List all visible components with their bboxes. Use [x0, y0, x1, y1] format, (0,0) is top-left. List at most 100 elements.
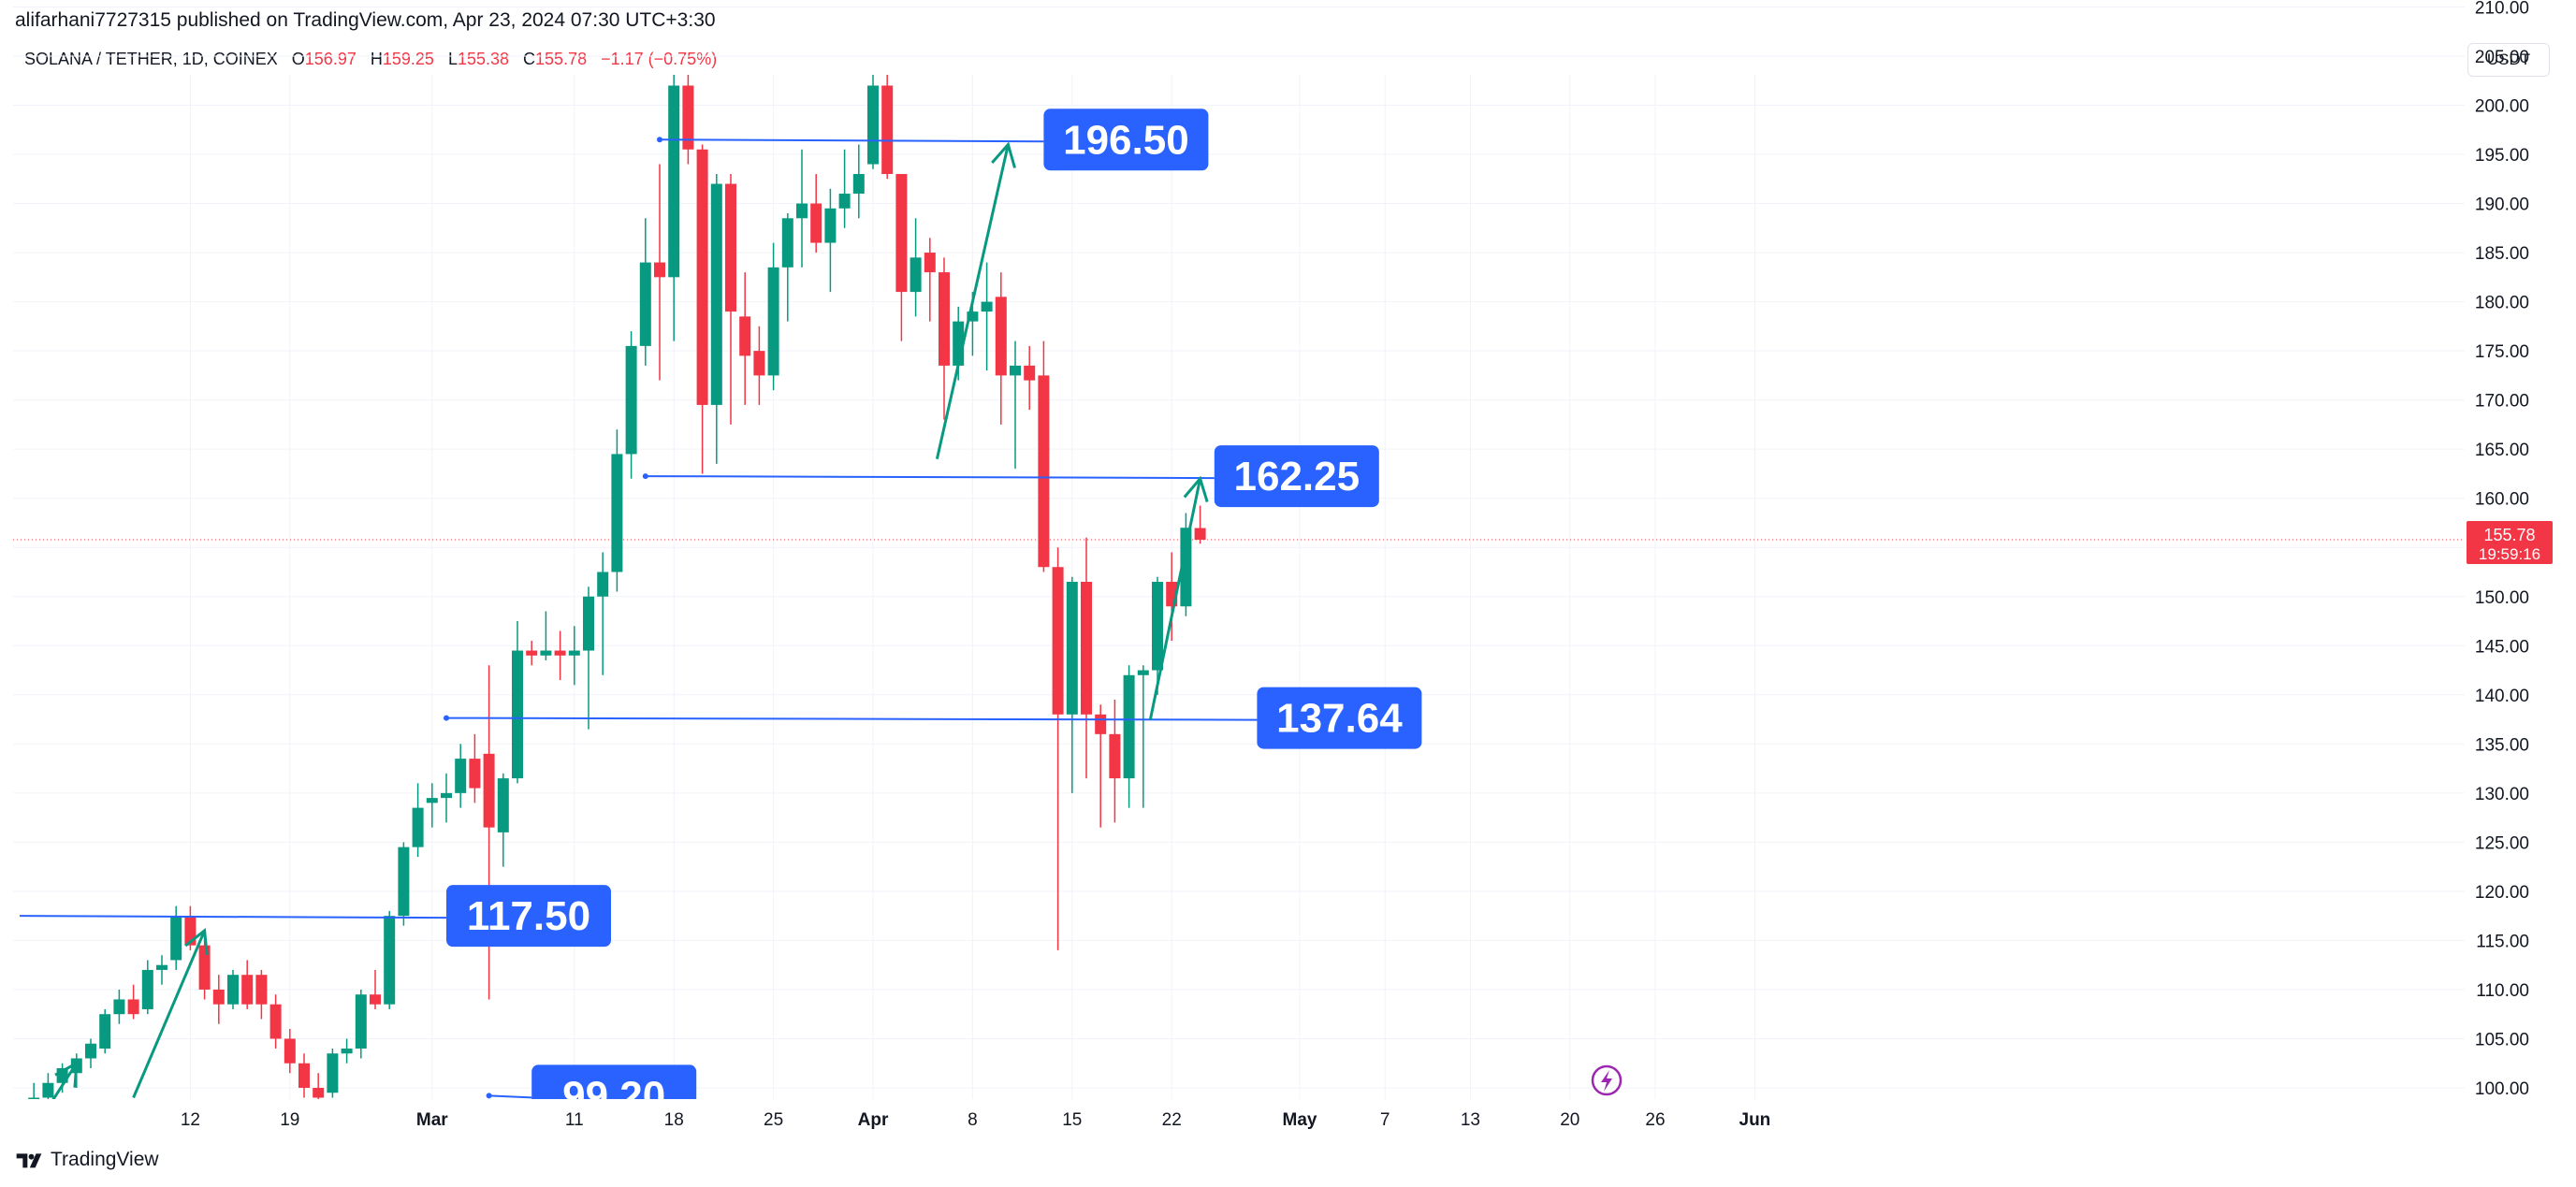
low-value: 155.38: [457, 50, 510, 68]
candle-down: [284, 1028, 296, 1074]
level-label-box[interactable]: [531, 1064, 697, 1126]
candle-up: [781, 213, 793, 322]
candle-body: [568, 650, 580, 656]
candle-up: [113, 989, 125, 1024]
candle-down: [313, 1073, 325, 1099]
candle-body: [881, 85, 894, 175]
candle-down: [939, 257, 950, 420]
price-tick-label: 125.00: [2475, 833, 2529, 853]
level-line[interactable]: [488, 1094, 532, 1099]
candle-body: [1180, 528, 1192, 607]
trend-arrow[interactable]: [132, 928, 209, 1099]
level-label-text: 117.50: [467, 893, 590, 939]
candle-up: [227, 969, 239, 1009]
price-tick-label: 190.00: [2475, 195, 2529, 215]
level-label[interactable]: 117.50: [446, 885, 611, 948]
candle-up: [85, 1038, 96, 1068]
trend-arrow[interactable]: [1148, 475, 1209, 720]
candle-body: [384, 916, 396, 1005]
level-label[interactable]: 99.20: [531, 1064, 697, 1126]
candle-down: [1081, 537, 1092, 779]
candle-up: [426, 783, 438, 828]
candle-body: [1038, 375, 1050, 568]
candle-down: [241, 960, 254, 1009]
candle-body: [1095, 714, 1107, 734]
candle-body: [42, 1082, 54, 1098]
level-line[interactable]: [659, 138, 1044, 143]
candle-up: [1010, 340, 1021, 470]
level-label[interactable]: 137.64: [1257, 687, 1422, 749]
trend-arrows[interactable]: [48, 141, 1209, 1107]
level-label-text: 137.64: [1276, 696, 1403, 742]
candle-body: [512, 650, 523, 779]
level-label[interactable]: 196.50: [1043, 109, 1209, 171]
level-lines[interactable]: [19, 137, 1258, 1099]
level-anchor-dot: [642, 473, 648, 480]
candle-body: [753, 351, 765, 376]
level-label-box[interactable]: [1214, 445, 1379, 508]
level-label-box[interactable]: [1257, 687, 1422, 749]
time-tick-label: 18: [664, 1110, 684, 1130]
level-line[interactable]: [445, 717, 1258, 721]
candle-up: [540, 611, 552, 661]
candle-body: [895, 174, 908, 293]
arrow-head: [184, 928, 209, 955]
candle-body: [838, 194, 851, 209]
price-tick-label: 115.00: [2476, 932, 2529, 951]
plot-area[interactable]: 196.50 162.25 137.64 117.50 99.20: [13, 7, 2465, 1126]
candle-down: [895, 174, 908, 341]
candle-down: [1038, 340, 1050, 572]
tradingview-brand: TradingView: [51, 1149, 159, 1170]
currency-button[interactable]: USDT: [2467, 43, 2550, 77]
level-line[interactable]: [19, 915, 447, 919]
candle-down: [924, 238, 936, 322]
candle-body: [483, 753, 495, 828]
candles: [28, 75, 1206, 1099]
candle-down: [255, 969, 268, 1020]
candle-body: [696, 149, 708, 405]
candle-down: [212, 975, 225, 1024]
candle-body: [796, 203, 808, 219]
candle-body: [583, 596, 594, 651]
level-label-box[interactable]: [446, 885, 611, 948]
candle-up: [1066, 576, 1078, 793]
time-tick-label: May: [1283, 1110, 1317, 1130]
candle-up: [1180, 513, 1192, 616]
trend-arrow[interactable]: [48, 1061, 79, 1107]
candle-body: [1066, 581, 1078, 715]
price-tick-label: 185.00: [2475, 244, 2529, 264]
trend-arrow[interactable]: [935, 141, 1016, 460]
level-line[interactable]: [645, 475, 1215, 480]
time-axis[interactable]: 12 19 Mar 11 18 25 Apr 8 15 22 May 7 13 20 26 Jun: [181, 1110, 1770, 1130]
time-tick-label: 25: [764, 1110, 783, 1130]
candle-up: [341, 1038, 353, 1064]
symbol-name[interactable]: SOLANA / TETHER, 1D, COINEX: [24, 50, 278, 68]
level-anchor-dot: [444, 715, 449, 721]
candle-down: [127, 984, 139, 1020]
candle-body: [852, 174, 865, 195]
level-label-box[interactable]: [1043, 109, 1209, 171]
candle-body: [113, 999, 125, 1015]
candle-body: [910, 257, 922, 293]
candle-body: [284, 1038, 296, 1064]
candle-up: [1152, 576, 1163, 695]
time-tick-label: Jun: [1739, 1110, 1771, 1130]
high-value: 159.25: [382, 50, 434, 68]
high-label: H: [370, 50, 383, 68]
candle-down: [1194, 505, 1206, 544]
candle-body: [1194, 528, 1206, 541]
candle-body: [1081, 581, 1092, 715]
level-labels[interactable]: 196.50 162.25 137.64 117.50 99.20: [446, 109, 1422, 1126]
time-tick-label: 19: [280, 1110, 299, 1130]
candle-body: [156, 964, 167, 970]
open-value: 156.97: [304, 50, 357, 68]
candle-body: [341, 1048, 353, 1054]
level-anchor-dot: [657, 137, 662, 143]
price-axis[interactable]: 215.00210.00205.00200.00195.00190.00185.…: [2475, 0, 2529, 1099]
bolt-icon[interactable]: [1591, 1064, 1623, 1096]
level-label[interactable]: 162.25: [1214, 445, 1379, 508]
time-tick-label: 11: [565, 1110, 584, 1130]
candle-up: [327, 1048, 339, 1098]
arrow-shaft: [935, 144, 1010, 460]
